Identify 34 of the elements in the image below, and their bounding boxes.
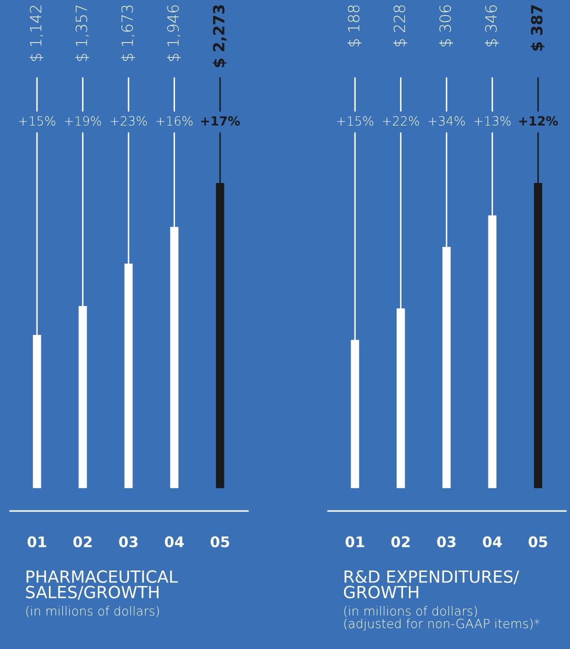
x-tick-label: 05: [528, 536, 548, 548]
x-tick-label: 01: [28, 536, 46, 548]
text: (in millions of dollars): [26, 606, 159, 618]
x-tick-label: 04: [164, 536, 184, 548]
annotation: +12%: [519, 116, 558, 126]
annotation: +16%: [156, 116, 193, 126]
annotation: +15%: [19, 116, 56, 126]
data-label: $ 1,673: [121, 6, 136, 62]
text: R&D EXPENDITURES/ GROWTH: [344, 570, 520, 598]
x-tick-label: 02: [73, 536, 92, 548]
data-label: $ 346: [484, 5, 499, 46]
annotation: +19%: [64, 116, 101, 126]
annotation: +23%: [110, 116, 147, 126]
x-tick-label: 03: [437, 536, 456, 548]
data-label: $ 1,142: [30, 6, 44, 62]
x-tick-label: 04: [482, 536, 502, 548]
data-label: $ 2,273: [212, 5, 227, 68]
text: (in millions of dollars) (adjusted for non-GAAP items)*: [344, 606, 540, 631]
data-label: $ 1,357: [75, 6, 90, 62]
data-label: $ 228: [393, 5, 408, 46]
x-tick-label: 05: [210, 536, 230, 548]
text: PHARMACEUTICAL SALES/GROWTH: [26, 570, 178, 600]
x-tick-label: 03: [119, 536, 138, 548]
data-label: $ 387: [530, 5, 545, 51]
annotation: +34%: [428, 116, 465, 126]
annotation: +13%: [474, 116, 511, 126]
annotation: +17%: [201, 116, 240, 126]
data-label: $ 1,946: [166, 5, 181, 62]
x-tick-label: 02: [391, 536, 410, 548]
x-tick-label: 01: [346, 536, 364, 548]
data-label: $ 188: [348, 5, 362, 46]
annotation: +22%: [382, 116, 419, 126]
annotation: +15%: [337, 116, 374, 126]
data-label: $ 306: [439, 5, 454, 46]
